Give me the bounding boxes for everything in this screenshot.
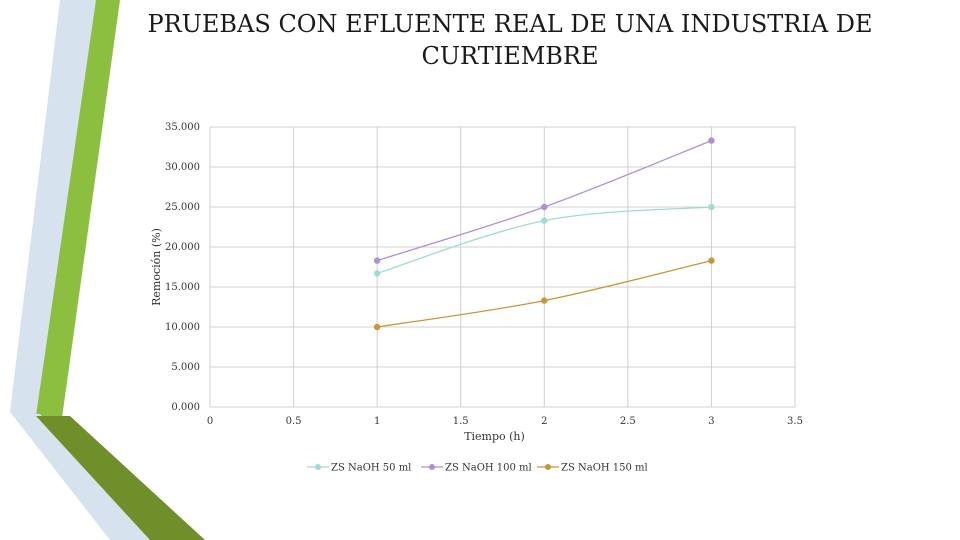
slide-title-line-1: PRUEBAS CON EFLUENTE REAL DE UNA INDUSTR… <box>147 10 873 38</box>
data-point <box>541 217 548 224</box>
chart-grid <box>209 126 796 408</box>
data-point <box>373 270 381 277</box>
legend-entry-label: ZS NaOH 100 ml <box>445 463 532 474</box>
y-tick-label: 25.000 <box>165 202 200 213</box>
x-tick-label: 1.5 <box>453 416 469 427</box>
data-point <box>373 257 381 264</box>
x-axis-label: Tiempo (h) <box>464 430 525 443</box>
data-point <box>373 323 381 331</box>
chart-series <box>373 137 715 331</box>
y-tick-label: 15.000 <box>165 282 200 293</box>
data-point <box>541 297 548 304</box>
y-tick-label: 10.000 <box>165 322 200 333</box>
legend-entry-label: ZS NaOH 150 ml <box>561 463 648 474</box>
data-point <box>708 203 715 211</box>
y-tick-label: 30.000 <box>165 162 200 173</box>
y-tick-label: 20.000 <box>165 242 200 253</box>
chart-legend: ZS NaOH 50 ml ZS NaOH 100 ml ZS NaOH 150 m… <box>307 463 648 474</box>
decor-light-blue-band <box>10 0 98 415</box>
decor-green-band <box>36 0 120 418</box>
decor-dark-green-lower <box>36 416 205 540</box>
data-point <box>708 137 715 144</box>
slide-title: PRUEBAS CON EFLUENTE REAL DE UNA INDUSTR… <box>140 8 880 72</box>
x-tick-label: 3.5 <box>787 416 803 427</box>
legend-swatch-marker <box>429 464 435 470</box>
y-tick-label: 0.000 <box>171 402 200 413</box>
legend-entry-label: ZS NaOH 50 ml <box>331 463 411 474</box>
data-point <box>541 203 548 211</box>
y-axis-label: Remoción (%) <box>150 228 163 306</box>
y-tick-label: 35.000 <box>165 122 200 133</box>
legend-swatch-marker <box>545 464 551 470</box>
decor-light-blue-lower <box>10 412 150 540</box>
data-point <box>708 257 715 264</box>
x-tick-label: 2 <box>541 416 547 427</box>
y-tick-label: 5.000 <box>171 362 200 373</box>
legend-swatch-marker <box>315 464 321 470</box>
x-tick-label: 1 <box>374 416 380 427</box>
x-tick-label: 0 <box>207 416 213 427</box>
x-tick-label: 2.5 <box>620 416 636 427</box>
chart-ticks: 0 0.5 1 1.5 2 2.5 3 3.5 0.000 5.000 10.000 15.000 20… <box>165 122 803 427</box>
x-tick-label: 0.5 <box>286 416 302 427</box>
slide-title-line-2: CURTIEMBRE <box>421 42 599 70</box>
x-tick-label: 3 <box>708 416 714 427</box>
